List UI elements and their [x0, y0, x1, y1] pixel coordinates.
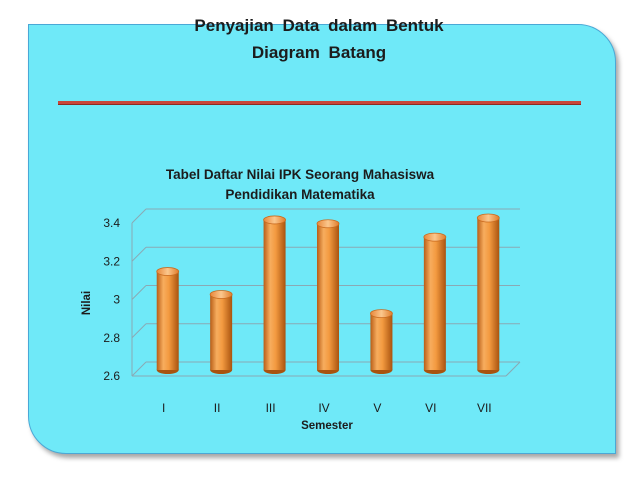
x-tick-label: I: [162, 401, 165, 415]
x-tick-label: IV: [318, 401, 329, 415]
bar-top: [209, 290, 233, 299]
bar-top: [370, 309, 393, 319]
bar-top: [423, 232, 447, 242]
bar: [370, 313, 393, 370]
x-tick-label: II: [214, 401, 221, 415]
y-axis-title: Nilai: [81, 291, 93, 315]
bar-top: [156, 267, 180, 276]
y-tick-label: 2.8: [103, 331, 120, 345]
bar: [156, 271, 179, 370]
x-axis-title: Semester: [301, 420, 353, 432]
y-tick-label: 3.4: [103, 216, 120, 230]
title-divider: [58, 101, 581, 105]
y-tick-label: 3.2: [103, 254, 120, 268]
x-tick-label: VII: [477, 401, 492, 415]
bar-top: [316, 219, 340, 229]
y-tick-label: 2.6: [103, 369, 120, 383]
gridline-depth: [131, 285, 147, 300]
y-tick-label: 3: [113, 293, 120, 307]
bar: [477, 218, 500, 370]
chart-title: Tabel Daftar Nilai IPK Seorang Mahasiswa…: [130, 165, 470, 205]
x-tick-label: III: [266, 401, 276, 415]
bar: [423, 237, 446, 370]
gridline-depth: [131, 361, 147, 377]
gridline-depth: [131, 323, 147, 339]
floor-side-edge: [505, 361, 521, 377]
slide-title-line-1: Penyajian Data dalam Bentuk: [194, 16, 444, 35]
gridline-depth: [131, 208, 147, 224]
bar: [263, 219, 286, 370]
gridline-depth: [131, 246, 147, 262]
x-tick-label: V: [373, 401, 381, 415]
chart-title-line-2: Pendidikan Matematika: [225, 187, 375, 202]
bar-top: [476, 213, 500, 223]
bar: [317, 223, 339, 370]
x-tick-label: VI: [425, 401, 436, 415]
bar-top: [263, 215, 286, 225]
chart-title-line-1: Tabel Daftar Nilai IPK Seorang Mahasiswa: [165, 167, 435, 182]
slide-title-line-2: Diagram Batang: [251, 43, 387, 62]
slide-title: Penyajian Data dalam Bentuk Diagram Bata…: [0, 12, 638, 66]
bar: [210, 294, 233, 370]
